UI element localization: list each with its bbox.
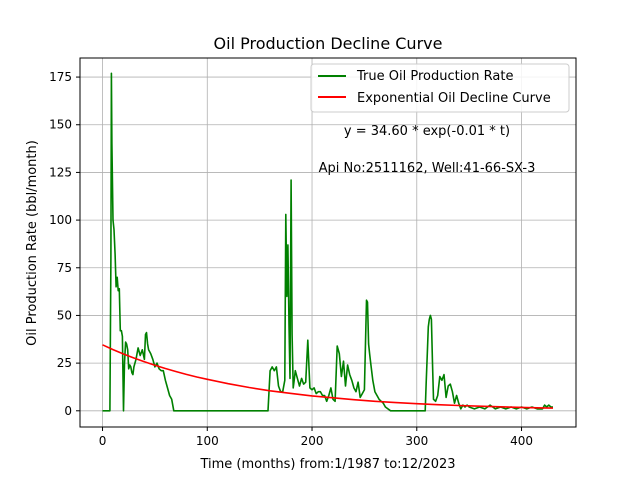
- legend-box: [310, 63, 570, 113]
- y-axis-label: Oil Production Rate (bbl/month): [25, 140, 40, 346]
- x-tick-label: 400: [510, 434, 533, 448]
- axes-frame: [79, 57, 577, 428]
- exponential-decline-line: [102, 344, 554, 409]
- legend-label-curve: Exponential Oil Decline Curve: [357, 91, 551, 106]
- x-tick-label: 300: [405, 434, 428, 448]
- equation-annotation: y = 34.60 * exp(-0.01 * t): [344, 124, 510, 139]
- plot-area: [102, 72, 554, 412]
- y-tick-label: 100: [49, 213, 72, 227]
- axis-ticks: 0 100 200 300 400 0 25 50 75 100 125 150 175: [49, 70, 533, 448]
- y-tick-label: 175: [49, 70, 72, 84]
- grid: [80, 58, 576, 427]
- legend-label-true: True Oil Production Rate: [356, 69, 513, 84]
- y-tick-label: 50: [57, 308, 72, 322]
- x-tick-label: 0: [99, 434, 107, 448]
- y-tick-label: 25: [57, 356, 72, 370]
- true-production-line: [102, 72, 553, 412]
- chart-title: Oil Production Decline Curve: [214, 34, 443, 53]
- well-annotation: Api No:2511162, Well:41-66-SX-3: [319, 161, 536, 176]
- y-tick-label: 125: [49, 165, 72, 179]
- y-tick-label: 75: [57, 261, 72, 275]
- x-tick-label: 100: [196, 434, 219, 448]
- legend: True Oil Production Rate Exponential Oil…: [310, 63, 570, 113]
- y-tick-label: 150: [49, 118, 72, 132]
- x-axis-label: Time (months) from:1/1987 to:12/2023: [199, 457, 455, 472]
- x-tick-label: 200: [301, 434, 324, 448]
- y-tick-label: 0: [64, 404, 72, 418]
